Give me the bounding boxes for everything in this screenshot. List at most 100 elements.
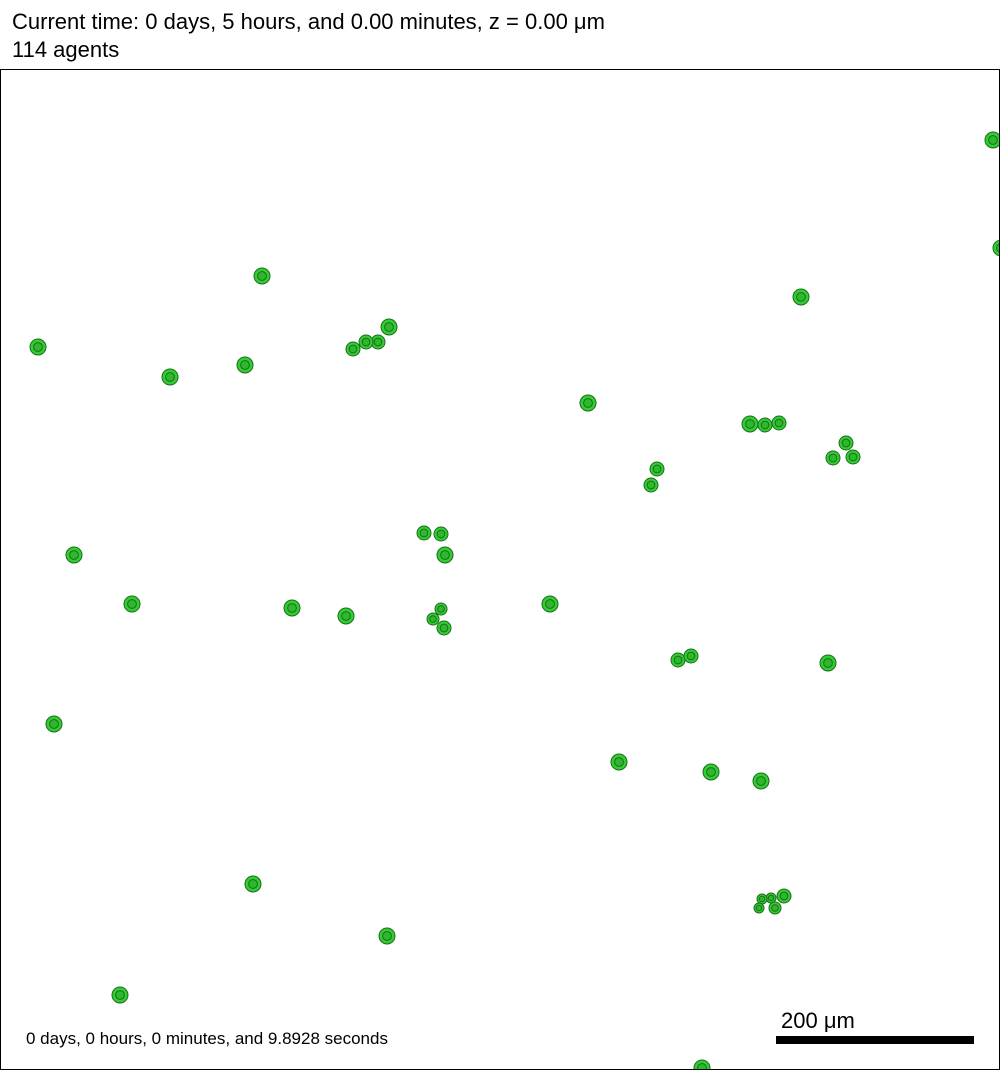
cell-agent	[792, 288, 810, 306]
cell-agent	[123, 595, 141, 613]
cell-agent	[757, 417, 773, 433]
cell-agent	[825, 450, 841, 466]
cell-agent	[693, 1059, 711, 1069]
cell-agent	[161, 368, 179, 386]
cell-nucleus	[440, 550, 450, 560]
cell-agent	[416, 525, 432, 541]
cell-agent	[984, 131, 999, 149]
cell-agent	[378, 927, 396, 945]
cell-nucleus	[774, 418, 784, 428]
cell-nucleus	[652, 464, 662, 474]
cell-agent	[236, 356, 254, 374]
scale-bar	[776, 1036, 974, 1044]
cell-agent	[434, 602, 448, 616]
cell-nucleus	[796, 292, 806, 302]
cell-agent	[244, 875, 262, 893]
cell-nucleus	[755, 904, 763, 912]
cell-agent	[776, 888, 792, 904]
cell-agent	[337, 607, 355, 625]
simulation-domain	[0, 69, 1000, 1070]
cell-agent	[845, 449, 861, 465]
cell-nucleus	[257, 271, 267, 281]
scale-bar-label: 200 μm	[781, 1008, 855, 1033]
cell-agent	[768, 901, 782, 915]
cell-nucleus	[767, 894, 775, 902]
cell-agent	[752, 772, 770, 790]
cell-nucleus	[361, 337, 371, 347]
cell-agent	[992, 239, 999, 257]
cell-agent	[380, 318, 398, 336]
cell-nucleus	[287, 603, 297, 613]
elapsed-time-label: 0 days, 0 hours, 0 minutes, and 9.8928 s…	[26, 1029, 388, 1048]
cell-nucleus	[771, 904, 779, 912]
cell-agent	[753, 902, 765, 914]
cell-nucleus	[673, 655, 683, 665]
current-time-label: Current time: 0 days, 5 hours, and 0.00 …	[12, 9, 605, 34]
cell-agent	[838, 435, 854, 451]
cell-agent	[756, 893, 768, 905]
cell-agent	[683, 648, 699, 664]
cell-agent	[649, 461, 665, 477]
cell-agent	[579, 394, 597, 412]
cell-nucleus	[348, 344, 358, 354]
cell-nucleus	[988, 135, 998, 145]
cell-agent	[765, 892, 777, 904]
cell-agent	[670, 652, 686, 668]
cell-nucleus	[697, 1063, 707, 1069]
cell-agent	[819, 654, 837, 672]
cell-plot	[29, 131, 999, 1069]
cell-agent	[771, 415, 787, 431]
cell-nucleus	[996, 243, 999, 253]
cell-nucleus	[436, 529, 446, 539]
cell-nucleus	[841, 438, 851, 448]
cell-nucleus	[165, 372, 175, 382]
cell-agent	[345, 341, 361, 357]
cell-nucleus	[69, 550, 79, 560]
cell-nucleus	[745, 419, 755, 429]
agent-count-label: 114 agents	[12, 37, 120, 62]
cell-agent	[283, 599, 301, 617]
cell-agent	[702, 763, 720, 781]
cell-body	[992, 239, 999, 257]
cell-agent	[610, 753, 628, 771]
cell-nucleus	[373, 337, 383, 347]
cell-agent	[741, 415, 759, 433]
cell-agent	[111, 986, 129, 1004]
cell-agent	[436, 546, 454, 564]
cell-agent	[358, 334, 374, 350]
cell-agent	[541, 595, 559, 613]
cell-nucleus	[248, 879, 258, 889]
cell-agent	[433, 526, 449, 542]
cell-nucleus	[545, 599, 555, 609]
cell-agent	[643, 477, 659, 493]
cell-nucleus	[706, 767, 716, 777]
cell-nucleus	[49, 719, 59, 729]
cell-agent	[65, 546, 83, 564]
cell-nucleus	[646, 480, 656, 490]
cell-agent	[426, 612, 440, 626]
cell-nucleus	[33, 342, 43, 352]
cell-nucleus	[240, 360, 250, 370]
cell-nucleus	[848, 452, 858, 462]
cell-agent	[45, 715, 63, 733]
cell-nucleus	[760, 420, 770, 430]
cell-nucleus	[341, 611, 351, 621]
cell-nucleus	[437, 605, 445, 613]
cell-nucleus	[758, 895, 766, 903]
cell-agent	[436, 620, 452, 636]
cell-agent	[29, 338, 47, 356]
cell-nucleus	[756, 776, 766, 786]
cell-nucleus	[419, 528, 429, 538]
cell-nucleus	[384, 322, 394, 332]
cell-agent	[253, 267, 271, 285]
cell-nucleus	[439, 623, 449, 633]
cell-nucleus	[823, 658, 833, 668]
cell-agent	[370, 334, 386, 350]
cell-nucleus	[828, 453, 838, 463]
cell-nucleus	[382, 931, 392, 941]
cell-nucleus	[614, 757, 624, 767]
cell-nucleus	[686, 651, 696, 661]
cell-nucleus	[115, 990, 125, 1000]
cell-nucleus	[583, 398, 593, 408]
cell-nucleus	[429, 615, 437, 623]
